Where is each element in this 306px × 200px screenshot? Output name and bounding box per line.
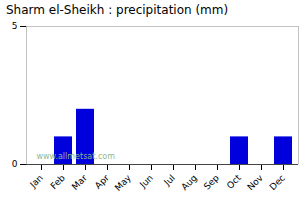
svg-text:Jul: Jul (161, 173, 176, 188)
svg-text:Oct: Oct (225, 172, 243, 190)
svg-text:Dec: Dec (268, 173, 287, 192)
html-text:Sharm el-Sheikh : precipitatio: Sharm el-Sheikh : precipitation (mm) (6, 3, 229, 17)
svg-text:0: 0 (12, 159, 18, 169)
svg-text:Apr: Apr (93, 173, 111, 191)
svg-text:Nov: Nov (245, 172, 265, 192)
svg-text:Sep: Sep (202, 173, 221, 192)
svg-text:5: 5 (12, 21, 18, 31)
svg-text:May: May (113, 172, 134, 193)
svg-text:Mar: Mar (70, 172, 89, 191)
svg-text:Jan: Jan (27, 173, 45, 191)
svg-text:Aug: Aug (179, 173, 199, 193)
svg-text:Feb: Feb (49, 173, 68, 192)
svg-text:Jun: Jun (137, 173, 155, 191)
svg-text:www.allmetsat.com: www.allmetsat.com (37, 152, 116, 161)
